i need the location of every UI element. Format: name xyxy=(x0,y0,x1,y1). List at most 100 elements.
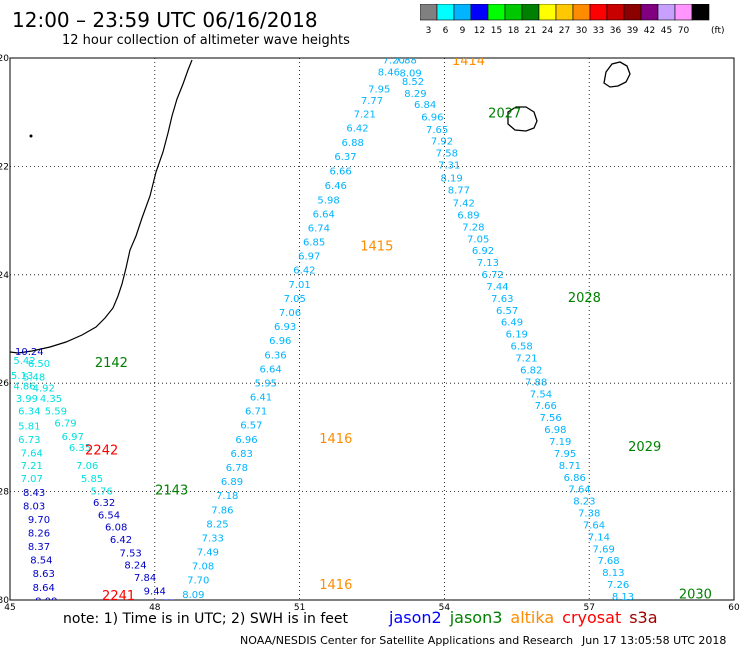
wave-height-value: 7.38 xyxy=(578,509,600,520)
wave-height-value: 7.31 xyxy=(438,161,460,172)
wave-height-value: 8.03 xyxy=(23,501,45,512)
generation-timestamp: Jun 17 13:05:58 UTC 2018 xyxy=(582,634,727,647)
lat-tick-label: -20 xyxy=(0,54,9,64)
wave-height-value: 7.58 xyxy=(436,149,458,160)
wave-height-value: 7.64 xyxy=(583,520,605,531)
wave-height-value: 6.92 xyxy=(472,246,494,257)
plot-frame xyxy=(9,57,735,601)
lon-tick-label: 57 xyxy=(583,603,594,613)
legend-jason2: jason2 xyxy=(389,608,442,627)
wave-height-value: 6.82 xyxy=(520,365,542,376)
page-title: 12:00 – 23:59 UTC 06/16/2018 xyxy=(12,8,318,32)
scale-label: 24 xyxy=(542,26,554,36)
wave-height-value: 6.35 xyxy=(69,443,91,454)
wave-height-value: 7.88 xyxy=(395,55,417,66)
wave-height-value: 8.08 xyxy=(35,596,57,607)
wave-height-value: 8.13 xyxy=(612,592,634,603)
wave-height-value: 6.85 xyxy=(303,238,325,249)
wave-height-value: 5.13 xyxy=(11,371,33,382)
wave-height-value: 6.98 xyxy=(544,425,566,436)
wave-height-value: 8.25 xyxy=(206,519,228,530)
wave-height-value: 6.42 xyxy=(293,266,315,277)
wave-height-value: 6.58 xyxy=(510,342,532,353)
wave-height-value: 7.95 xyxy=(554,449,576,460)
legend-altika: altika xyxy=(510,608,555,627)
wave-height-value: 3.99 xyxy=(16,394,38,405)
wave-height-value: 4.35 xyxy=(40,394,62,405)
madagascar-coastline xyxy=(10,59,193,354)
wave-height-value: 6.96 xyxy=(235,435,257,446)
wave-height-value: 7.21 xyxy=(21,461,43,472)
gridlines xyxy=(10,58,734,600)
wave-height-value: 6.57 xyxy=(240,421,262,432)
pass-number-label: 2027 xyxy=(488,107,521,122)
wave-height-value: 7.54 xyxy=(530,389,552,400)
lon-tick-label: 60 xyxy=(728,603,740,613)
wave-height-value: 7.07 xyxy=(21,474,43,485)
wave-height-value: 6.36 xyxy=(264,350,286,361)
lat-tick-label: -26 xyxy=(0,379,9,389)
wave-height-value: 4.92 xyxy=(33,383,55,394)
wave-height-value: 7.01 xyxy=(288,280,310,291)
wave-height-value: 6.97 xyxy=(298,252,320,263)
wave-height-value: 7.65 xyxy=(426,125,448,136)
wave-height-value: 7.19 xyxy=(549,437,571,448)
reunion-island xyxy=(507,106,538,132)
pass-number-label: 2242 xyxy=(85,444,118,459)
wave-height-value: 7.64 xyxy=(21,448,43,459)
scale-label: 21 xyxy=(525,26,536,36)
wave-height-value: 5.95 xyxy=(255,378,277,389)
wave-height-value: 8.09 xyxy=(399,68,421,79)
wave-height-value: 6.37 xyxy=(334,152,356,163)
wave-height-value: 7.21 xyxy=(515,354,537,365)
altimeter-tracks: 7.137.208.467.957.777.216.426.886.376.66… xyxy=(11,55,634,621)
legend-jason3: jason3 xyxy=(449,608,503,627)
pass-number-label: 2028 xyxy=(568,291,601,306)
wave-height-value: 9.75 xyxy=(153,599,175,610)
wave-height-value: 8.71 xyxy=(559,461,581,472)
wave-height-value: 7.84 xyxy=(134,573,156,584)
wave-height-value: 6.83 xyxy=(231,449,253,460)
wave-height-value: 8.23 xyxy=(573,497,595,508)
wave-height-value: 9.91 xyxy=(35,610,57,621)
wave-height-value: 4.86 xyxy=(13,382,35,393)
pass-number-label: 1415 xyxy=(360,239,393,254)
scale-label: 39 xyxy=(627,26,639,36)
wave-height-value: 7.70 xyxy=(187,576,209,587)
islet xyxy=(29,134,33,138)
wave-height-value: 8.43 xyxy=(23,488,45,499)
wave-height-value: 8.63 xyxy=(33,569,55,580)
scale-label: 30 xyxy=(576,26,588,36)
lon-tick-label: 45 xyxy=(4,603,15,613)
wave-height-value: 7.33 xyxy=(202,533,224,544)
wave-height-value: 8.64 xyxy=(33,583,55,594)
wave-height-value: 6.49 xyxy=(501,318,523,329)
scale-label: 12 xyxy=(474,26,485,36)
wave-height-value: 6.50 xyxy=(28,359,50,370)
wave-height-value: 8.26 xyxy=(28,529,50,540)
mauritius-island xyxy=(603,61,631,88)
wave-height-value: 6.32 xyxy=(93,498,115,509)
wave-height-value: 5.98 xyxy=(317,195,339,206)
wave-height-value: 6.96 xyxy=(269,336,291,347)
wave-height-value: 8.13 xyxy=(602,568,624,579)
wave-height-value: 6.71 xyxy=(245,407,267,418)
wave-height-value: 6.64 xyxy=(260,364,282,375)
lat-tick-label: -30 xyxy=(0,596,9,606)
wave-height-value: 8.29 xyxy=(404,89,426,100)
footnote: note: 1) Time is in UTC; 2) SWH is in fe… xyxy=(63,611,349,627)
wave-height-value: 6.34 xyxy=(18,407,40,418)
wave-height-value: 5.76 xyxy=(91,486,113,497)
wave-height-value: 6.84 xyxy=(414,100,436,111)
wave-height-value: 6.19 xyxy=(506,330,528,341)
scale-label: 42 xyxy=(644,26,655,36)
wave-height-value: 7.68 xyxy=(597,556,619,567)
legend-s3a: s3a xyxy=(629,608,658,627)
pass-number-label: 2142 xyxy=(95,356,128,371)
scale-swatch xyxy=(691,4,710,21)
wave-height-value: 8.37 xyxy=(28,542,50,553)
wave-height-value: 6.89 xyxy=(221,477,243,488)
lat-tick-label: -22 xyxy=(0,162,9,172)
scale-label: 33 xyxy=(593,26,604,36)
wave-height-value: 8.09 xyxy=(182,590,204,601)
